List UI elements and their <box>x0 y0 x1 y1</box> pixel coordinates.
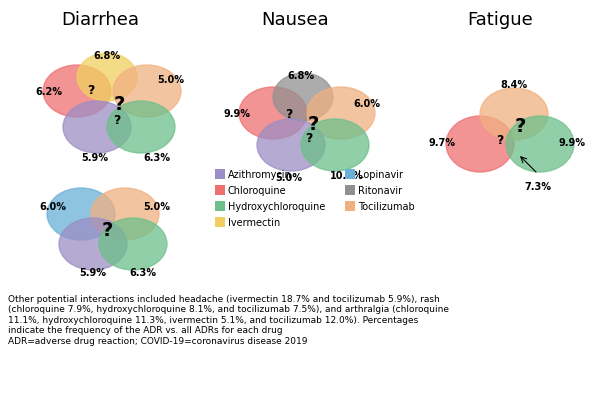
Text: 6.8%: 6.8% <box>94 51 121 61</box>
Ellipse shape <box>301 120 369 172</box>
Ellipse shape <box>480 89 548 141</box>
Text: Fatigue: Fatigue <box>467 11 533 29</box>
Bar <box>345 202 355 211</box>
Text: 6.0%: 6.0% <box>40 202 67 211</box>
Text: 9.9%: 9.9% <box>559 138 586 148</box>
Text: ?: ? <box>305 131 313 144</box>
Text: 8.4%: 8.4% <box>500 80 527 90</box>
Ellipse shape <box>446 117 514 173</box>
Ellipse shape <box>273 74 333 122</box>
Text: ?: ? <box>286 107 293 120</box>
Text: Diarrhea: Diarrhea <box>61 11 139 29</box>
Text: 5.0%: 5.0% <box>157 75 185 85</box>
Text: Other potential interactions included headache (ivermectin 18.7% and tocilizumab: Other potential interactions included he… <box>8 294 449 345</box>
Text: ?: ? <box>88 83 95 96</box>
Text: 10.0%: 10.0% <box>330 171 364 180</box>
Text: Tocilizumab: Tocilizumab <box>358 202 415 211</box>
Text: 5.0%: 5.0% <box>275 173 302 182</box>
Text: 6.0%: 6.0% <box>353 99 380 109</box>
Ellipse shape <box>506 117 574 173</box>
Ellipse shape <box>257 120 325 172</box>
Text: Ivermectin: Ivermectin <box>228 218 280 227</box>
Ellipse shape <box>239 88 307 139</box>
Text: 9.7%: 9.7% <box>428 138 455 148</box>
Text: 6.3%: 6.3% <box>130 267 157 277</box>
Bar <box>215 186 225 196</box>
Bar <box>215 202 225 211</box>
Text: ?: ? <box>113 113 121 126</box>
Text: ?: ? <box>101 221 113 240</box>
Bar <box>215 218 225 227</box>
Ellipse shape <box>99 218 167 270</box>
Text: ?: ? <box>514 117 526 136</box>
Text: 7.3%: 7.3% <box>524 182 551 191</box>
Ellipse shape <box>77 54 137 102</box>
Bar <box>345 170 355 180</box>
Ellipse shape <box>107 102 175 154</box>
Text: Hydroxychloroquine: Hydroxychloroquine <box>228 202 325 211</box>
Ellipse shape <box>91 189 159 240</box>
Ellipse shape <box>113 66 181 118</box>
Text: Nausea: Nausea <box>261 11 329 29</box>
Ellipse shape <box>63 102 131 154</box>
Text: ?: ? <box>113 94 125 113</box>
Text: ?: ? <box>496 134 503 147</box>
Text: 6.2%: 6.2% <box>35 87 62 97</box>
Text: 5.9%: 5.9% <box>82 153 109 163</box>
Text: Lopinavir: Lopinavir <box>358 170 403 180</box>
Text: Ritonavir: Ritonavir <box>358 186 402 196</box>
Ellipse shape <box>307 88 375 139</box>
Ellipse shape <box>59 218 127 270</box>
Text: 6.8%: 6.8% <box>287 71 314 81</box>
Ellipse shape <box>43 66 111 118</box>
Text: 6.3%: 6.3% <box>143 153 170 163</box>
Text: ?: ? <box>307 114 319 133</box>
Text: Azithromycin: Azithromycin <box>228 170 292 180</box>
Text: 9.9%: 9.9% <box>223 109 251 119</box>
Bar <box>215 170 225 180</box>
Ellipse shape <box>47 189 115 240</box>
Text: Chloroquine: Chloroquine <box>228 186 287 196</box>
Text: 5.9%: 5.9% <box>79 267 107 277</box>
Bar <box>345 186 355 196</box>
Text: 5.0%: 5.0% <box>143 202 170 211</box>
